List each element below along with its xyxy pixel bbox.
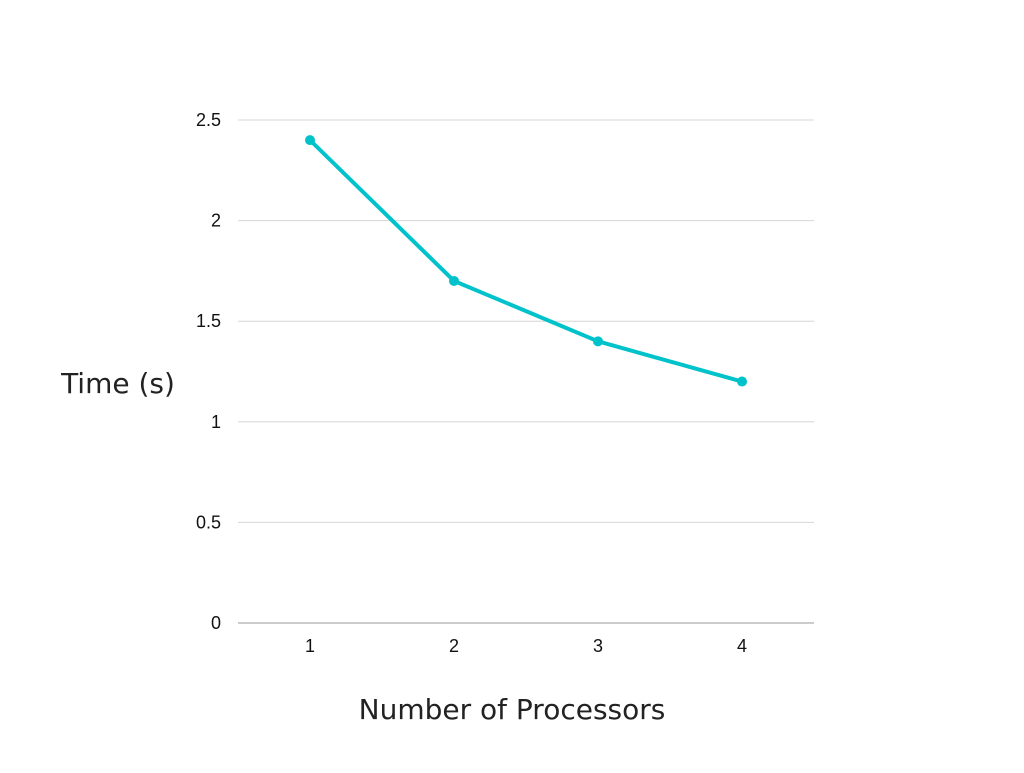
data-point bbox=[737, 376, 747, 387]
y-tick-label: 2.5 bbox=[196, 110, 221, 130]
y-axis-title: Time (s) bbox=[60, 367, 175, 400]
x-tick-label: 2 bbox=[449, 636, 459, 656]
x-axis-title: Number of Processors bbox=[359, 693, 666, 726]
x-tick-label: 3 bbox=[593, 636, 603, 656]
y-tick-label: 0.5 bbox=[196, 512, 221, 532]
x-axis-tick-labels: 1 2 3 4 bbox=[305, 636, 747, 656]
series-line bbox=[308, 138, 744, 384]
data-point bbox=[305, 135, 315, 146]
data-point bbox=[593, 336, 603, 347]
y-tick-label: 1 bbox=[211, 412, 221, 432]
x-tick-label: 1 bbox=[305, 636, 315, 656]
y-tick-label: 1.5 bbox=[196, 311, 221, 331]
data-point bbox=[449, 275, 459, 286]
y-tick-label: 0 bbox=[211, 613, 221, 633]
gridlines bbox=[238, 119, 814, 624]
data-series bbox=[305, 135, 747, 387]
y-tick-label: 2 bbox=[211, 211, 221, 231]
y-axis-tick-labels: 0 0.5 1 1.5 2 2.5 bbox=[196, 110, 221, 633]
x-tick-label: 4 bbox=[737, 636, 747, 656]
